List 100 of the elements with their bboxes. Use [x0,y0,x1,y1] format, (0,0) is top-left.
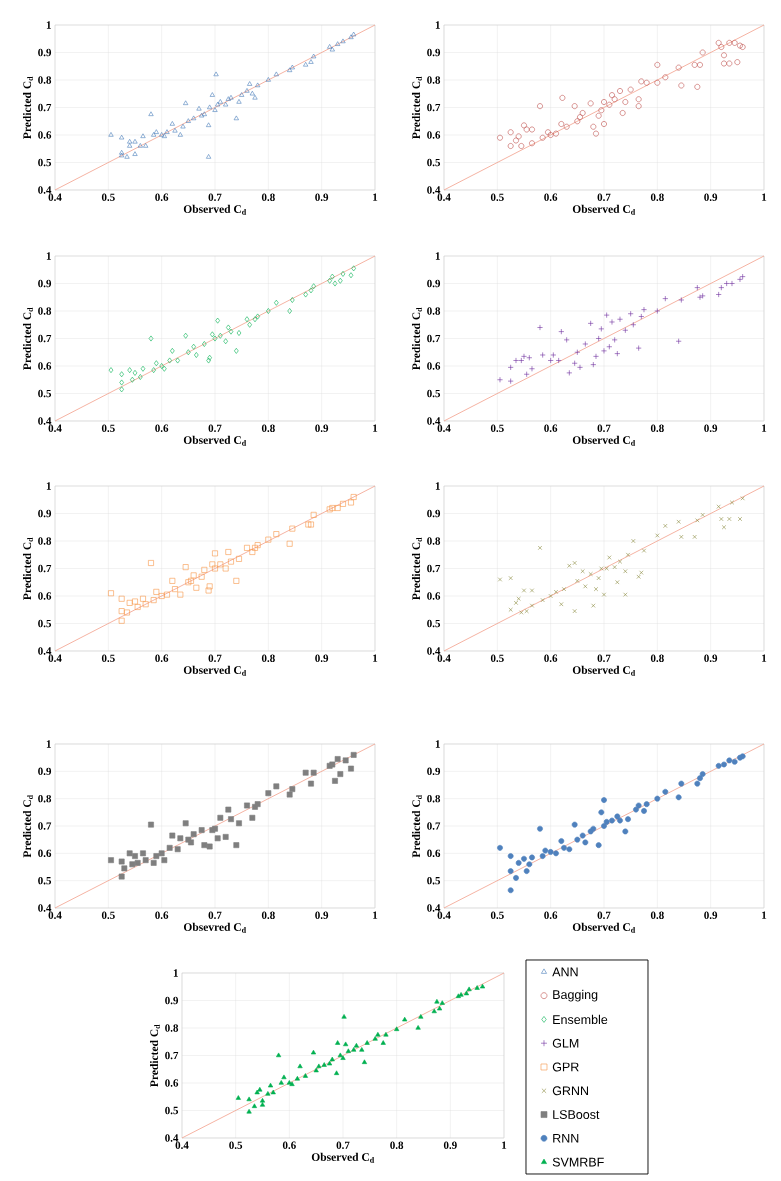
y-tick-label: 0.9 [38,279,52,288]
y-tick-label: 0.8 [38,307,52,315]
y-tick-label: 0.4 [427,417,441,425]
x-tick-label: 1 [373,193,378,201]
y-tick-label: 0.4 [38,186,52,194]
x-tick-label: 0.7 [336,1141,350,1149]
y-tick-label: 0.6 [427,849,441,858]
y-tick-label: 0.7 [38,822,52,830]
y-tick-label: 0.7 [38,564,52,573]
y-axis-title: Predicted C$_{d}$ [22,76,33,139]
x-tick-label: 1 [373,911,378,919]
x-tick-label: 0.8 [261,424,275,432]
y-tick-label: 0.6 [427,362,441,370]
x-tick-label: 0.7 [208,193,222,201]
x-tick-label: 1 [762,911,767,919]
y-axis-title: Predicted C$_{d}$ [411,76,422,139]
x-tick-label: 0.7 [597,654,611,662]
y-tick-label: 1 [46,740,51,748]
x-axis-title: Observed C$_{d}$ [311,1152,375,1163]
y-tick-label: 0.6 [38,362,52,370]
y-tick-label: 1 [435,482,440,490]
y-tick-label: 0.5 [165,1106,179,1115]
y-axis-title: Predicted C$_{d}$ [22,537,33,600]
x-tick-label: 0.8 [261,193,275,201]
y-tick-label: 0.5 [427,619,441,628]
x-tick-label: 0.7 [208,654,222,662]
x-tick-label: 0.5 [101,424,115,432]
x-tick-label: 0.5 [490,654,504,662]
x-tick-label: 0.6 [282,1141,296,1149]
y-tick-label: 0.4 [38,647,52,655]
y-tick-label: 0.8 [427,76,441,84]
y-tick-label: 0.6 [38,592,52,600]
y-axis-title: Predicted C$_{d}$ [411,794,422,858]
x-tick-label: 0.9 [704,911,718,919]
x-tick-label: 0.8 [650,193,664,201]
y-tick-label: 0.7 [38,334,52,343]
x-tick-label: 0.8 [650,911,664,919]
x-tick-label: 0.6 [544,193,558,201]
x-tick-label: 1 [762,193,767,201]
y-tick-label: 0.8 [38,76,52,84]
x-tick-label: 0.5 [490,193,504,201]
y-tick-label: 0.8 [427,307,441,315]
y-tick-label: 0.4 [427,904,441,912]
x-tick-label: 0.5 [229,1141,243,1149]
x-tick-label: 0.6 [155,424,169,432]
y-tick-label: 0.5 [38,389,52,398]
x-axis-title: Observed C$_{d}$ [572,204,636,215]
legend-label: Ensemble [553,1014,608,1025]
x-tick-label: 0.9 [315,654,329,662]
x-tick-label: 0.6 [155,654,169,662]
y-tick-label: 0.5 [427,876,441,885]
x-tick-label: 0.9 [443,1141,457,1149]
x-tick-label: 0.5 [101,911,115,919]
x-tick-label: 0.9 [315,911,329,919]
y-tick-label: 0.6 [427,131,441,139]
y-tick-label: 0.4 [427,647,441,655]
y-tick-label: 0.9 [38,48,52,57]
x-tick-label: 0.8 [650,654,664,662]
legend-label: GPR [552,1062,579,1072]
legend-label: RNN [553,1134,579,1143]
y-tick-label: 1 [46,482,51,490]
y-tick-label: 0.5 [38,158,52,167]
legend-label: ANN [552,967,578,977]
y-tick-label: 0.9 [427,767,441,776]
y-tick-label: 0.7 [427,822,441,830]
x-axis-title: Observed C$_{d}$ [572,665,636,676]
y-tick-label: 0.5 [427,158,441,167]
y-tick-label: 0.9 [38,767,52,776]
x-tick-label: 0.5 [101,654,115,662]
y-tick-label: 1 [435,252,440,260]
x-tick-label: 0.7 [208,911,222,919]
x-tick-label: 0.9 [704,424,718,432]
y-tick-label: 1 [173,969,178,977]
y-tick-label: 0.7 [427,564,441,573]
y-tick-label: 1 [435,740,440,748]
x-tick-label: 0.8 [261,911,275,919]
x-tick-label: 0.5 [490,424,504,432]
y-tick-label: 0.6 [38,849,52,858]
y-tick-label: 0.4 [427,186,441,194]
y-tick-label: 0.9 [427,279,441,288]
y-tick-label: 0.8 [165,1024,179,1032]
y-tick-label: 0.7 [427,334,441,343]
y-tick-label: 0.9 [165,996,179,1005]
x-tick-label: 0.8 [650,424,664,432]
legend-label: GRNN [552,1086,588,1096]
x-tick-label: 1 [762,424,767,432]
y-tick-label: 0.4 [38,904,52,912]
y-axis-title: Predicted C$_{d}$ [411,537,422,600]
y-tick-label: 0.8 [427,537,441,545]
y-tick-label: 0.8 [427,794,441,803]
x-tick-label: 1 [373,424,378,432]
x-tick-label: 0.7 [597,911,611,919]
y-tick-label: 1 [46,21,51,29]
x-tick-label: 0.8 [261,654,275,662]
y-tick-label: 0.7 [427,103,441,112]
y-axis-title: Predicted C$_{d}$ [22,794,33,858]
x-axis-title: Observed C$_{d}$ [572,922,636,933]
y-tick-label: 0.5 [427,389,441,398]
x-tick-label: 0.5 [490,911,504,919]
x-tick-label: 0.9 [315,193,329,201]
